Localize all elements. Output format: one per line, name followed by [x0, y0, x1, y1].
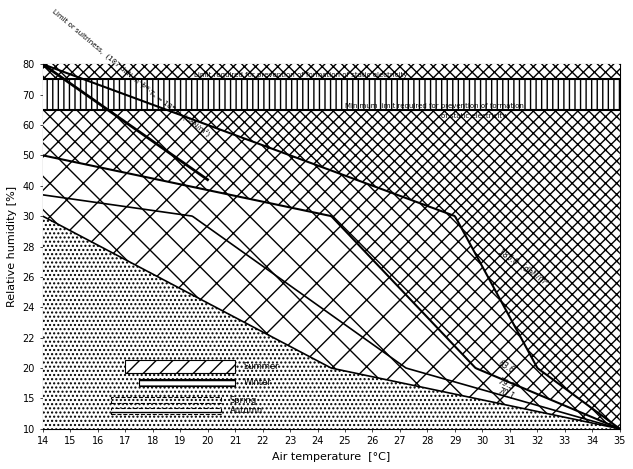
Text: 63.6: 63.6 — [496, 359, 515, 375]
Text: 79.3: 79.3 — [496, 377, 515, 392]
Text: 70.1: 70.1 — [496, 387, 515, 402]
X-axis label: Air temperature  [°C]: Air temperature [°C] — [272, 452, 391, 462]
Text: 185.0  (daN/m²): 185.0 (daN/m²) — [496, 247, 552, 288]
Text: Winter: Winter — [243, 378, 271, 387]
Bar — [111, 408, 222, 414]
Text: Minimum limit required for prevention of formation: Minimum limit required for prevention of… — [345, 103, 524, 109]
Bar — [111, 397, 222, 403]
Text: Autumn: Autumn — [230, 406, 263, 415]
Text: of static electricity: of static electricity — [441, 113, 506, 119]
Bar — [139, 379, 235, 386]
Text: Spring: Spring — [230, 396, 257, 405]
Y-axis label: Relative humidity [%]: Relative humidity [%] — [7, 186, 17, 307]
Text: Summer: Summer — [243, 362, 279, 371]
Bar — [125, 361, 235, 373]
Text: Limit or sultriness,  (187 daN.m⁻²: Limit or sultriness, (187 daN.m⁻² — [51, 7, 146, 89]
Text: Pᵂ⋅Tₐ = 185.0  (daN/m²): Pᵂ⋅Tₐ = 185.0 (daN/m²) — [139, 82, 211, 137]
Text: Limit required for prevention of formation of static electricity: Limit required for prevention of formati… — [194, 71, 407, 77]
